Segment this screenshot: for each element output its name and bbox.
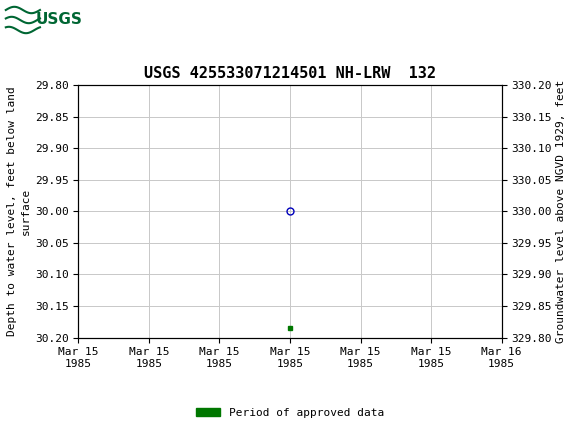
Y-axis label: Depth to water level, feet below land
surface: Depth to water level, feet below land su…	[6, 86, 31, 336]
Bar	[3, 4, 93, 36]
Legend: Period of approved data: Period of approved data	[191, 403, 389, 422]
Y-axis label: Groundwater level above NGVD 1929, feet: Groundwater level above NGVD 1929, feet	[556, 80, 566, 343]
Text: USGS: USGS	[35, 12, 82, 28]
Title: USGS 425533071214501 NH-LRW  132: USGS 425533071214501 NH-LRW 132	[144, 66, 436, 81]
